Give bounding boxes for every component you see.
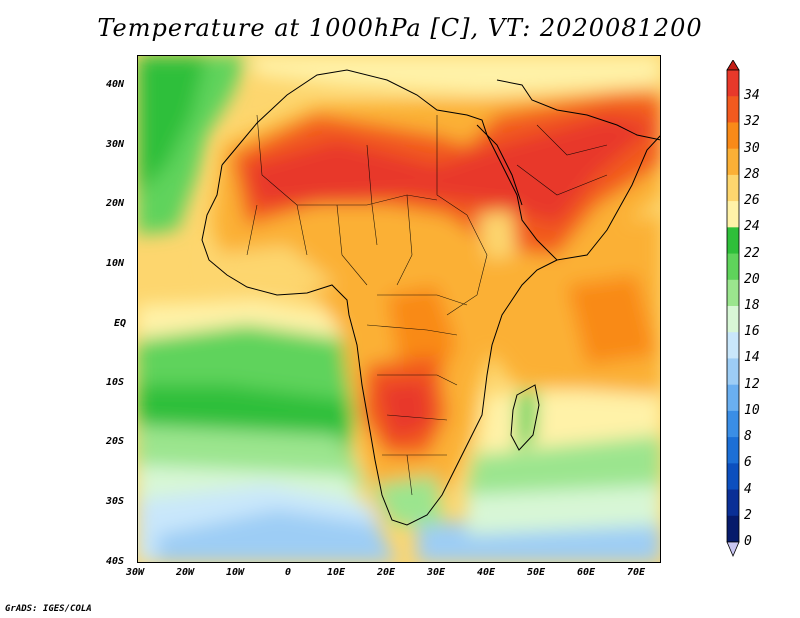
colorbar-tick-label: 22 <box>744 245 760 261</box>
colorbar-tick-label: 24 <box>744 219 760 235</box>
lat-tick-label: EQ <box>114 318 127 329</box>
lat-tick-label: 10S <box>106 377 125 388</box>
colorbar <box>726 60 740 558</box>
lon-tick-label: 30E <box>427 567 446 578</box>
colorbar-tick-label: 30 <box>744 140 760 156</box>
colorbar-segment <box>727 463 739 491</box>
lat-tick-label: 30N <box>106 139 125 150</box>
credit-text: GrADS: IGES/COLA <box>5 604 92 614</box>
lon-tick-label: 0 <box>285 567 292 578</box>
colorbar-segment <box>727 332 739 359</box>
lat-tick-label: 10N <box>106 258 125 269</box>
colorbar-segment <box>727 306 739 333</box>
colorbar-tick-label: 32 <box>744 114 760 130</box>
colorbar-tick-label: 20 <box>744 271 760 287</box>
lon-tick-label: 60E <box>577 567 596 578</box>
colorbar-tick-label: 6 <box>744 455 752 471</box>
lon-tick-label: 30W <box>126 567 145 578</box>
colorbar-segment <box>727 96 739 123</box>
lat-tick-label: 30S <box>106 496 125 507</box>
colorbar-tick-label: 12 <box>744 376 760 392</box>
colorbar-segment <box>727 201 739 228</box>
temperature-field <box>137 55 661 563</box>
lon-tick-label: 20E <box>377 567 396 578</box>
colorbar-tick-label: 14 <box>744 350 760 366</box>
colorbar-tick-label: 0 <box>744 534 752 549</box>
colorbar-tick-label: 2 <box>744 507 752 523</box>
colorbar-segment <box>727 174 739 202</box>
colorbar-segment <box>727 437 739 464</box>
lat-tick-label: 40S <box>106 556 125 567</box>
colorbar-top-arrow <box>726 60 740 71</box>
coastlines <box>201 69 661 526</box>
lat-tick-label: 40N <box>106 79 125 90</box>
colorbar-tick-label: 10 <box>744 402 760 418</box>
colorbar-tick-label: 4 <box>744 481 752 497</box>
country-borders <box>246 114 608 496</box>
lon-tick-label: 70E <box>627 567 646 578</box>
temperature-map <box>137 55 661 563</box>
lon-tick-label: 10E <box>327 567 346 578</box>
colorbar-bottom-arrow <box>726 541 740 558</box>
colorbar-tick-label: 18 <box>744 298 760 313</box>
lon-tick-label: 10W <box>226 567 245 578</box>
colorbar-tick-label: 28 <box>744 166 760 182</box>
lat-tick-label: 20N <box>106 198 125 209</box>
colorbar-segment <box>727 227 739 255</box>
colorbar-tick-label: 26 <box>744 193 760 209</box>
lat-tick-label: 20S <box>106 436 125 447</box>
colorbar-segment <box>727 253 739 281</box>
colorbar-segment <box>727 489 739 517</box>
map-plot-area <box>137 55 661 563</box>
colorbar-tick-label: 16 <box>744 324 760 340</box>
colorbar-segment <box>727 515 739 543</box>
lon-tick-label: 50E <box>527 567 546 578</box>
colorbar-segment <box>727 410 739 438</box>
lon-tick-label: 20W <box>176 567 195 578</box>
lon-tick-label: 40E <box>477 567 496 578</box>
colorbar-tick-label: 8 <box>744 429 752 445</box>
colorbar-segment <box>727 122 739 150</box>
plot-frame <box>137 55 661 563</box>
colorbar-segment <box>727 384 739 412</box>
colorbar-segment <box>727 70 739 97</box>
colorbar-segment <box>727 279 739 307</box>
colorbar-segment <box>727 148 739 176</box>
colorbar-segment <box>727 358 739 386</box>
colorbar-tick-label: 34 <box>744 88 760 104</box>
chart-title: Temperature at 1000hPa [C], VT: 20200812… <box>97 14 703 42</box>
